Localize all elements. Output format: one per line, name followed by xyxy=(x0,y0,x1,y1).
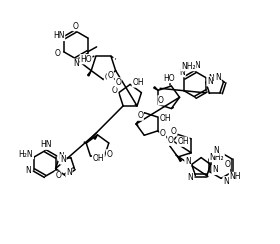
Text: H₂N: H₂N xyxy=(19,150,33,159)
Text: O: O xyxy=(108,71,113,80)
Text: OH: OH xyxy=(132,78,144,87)
Text: HO: HO xyxy=(164,74,175,82)
Text: O: O xyxy=(224,160,230,169)
Text: N: N xyxy=(188,173,193,182)
Text: O: O xyxy=(160,129,166,138)
Text: O: O xyxy=(112,86,118,95)
Text: O: O xyxy=(106,150,112,159)
Text: HN: HN xyxy=(53,31,65,41)
Text: N: N xyxy=(60,155,66,164)
Text: N: N xyxy=(185,157,191,166)
Text: NH₂: NH₂ xyxy=(209,152,224,162)
Text: OH: OH xyxy=(178,137,189,146)
Text: N: N xyxy=(215,73,221,82)
Text: N: N xyxy=(179,68,185,77)
Text: O: O xyxy=(171,127,177,136)
Text: N: N xyxy=(66,168,72,177)
Text: N: N xyxy=(213,146,219,155)
Text: N: N xyxy=(212,165,218,174)
Polygon shape xyxy=(178,157,181,162)
Text: N: N xyxy=(73,59,79,68)
Text: NH₂: NH₂ xyxy=(181,62,195,71)
Polygon shape xyxy=(88,71,91,76)
Text: O: O xyxy=(104,73,110,82)
Text: O: O xyxy=(168,136,174,145)
Text: N: N xyxy=(195,61,200,70)
Text: N: N xyxy=(223,177,229,186)
Text: N: N xyxy=(25,166,31,175)
Text: N: N xyxy=(58,152,64,161)
Text: O: O xyxy=(55,49,61,58)
Text: N: N xyxy=(207,77,213,86)
Polygon shape xyxy=(94,135,97,139)
Text: HN: HN xyxy=(40,140,52,149)
Text: OH: OH xyxy=(160,114,171,123)
Text: OH: OH xyxy=(93,154,104,163)
Text: O: O xyxy=(115,78,121,87)
Text: N: N xyxy=(209,73,214,82)
Text: NH: NH xyxy=(229,172,241,181)
Text: HO: HO xyxy=(80,55,92,64)
Text: O: O xyxy=(73,22,79,30)
Polygon shape xyxy=(154,87,158,90)
Text: O: O xyxy=(137,111,143,120)
Text: O: O xyxy=(158,96,164,105)
Text: O: O xyxy=(55,171,61,180)
